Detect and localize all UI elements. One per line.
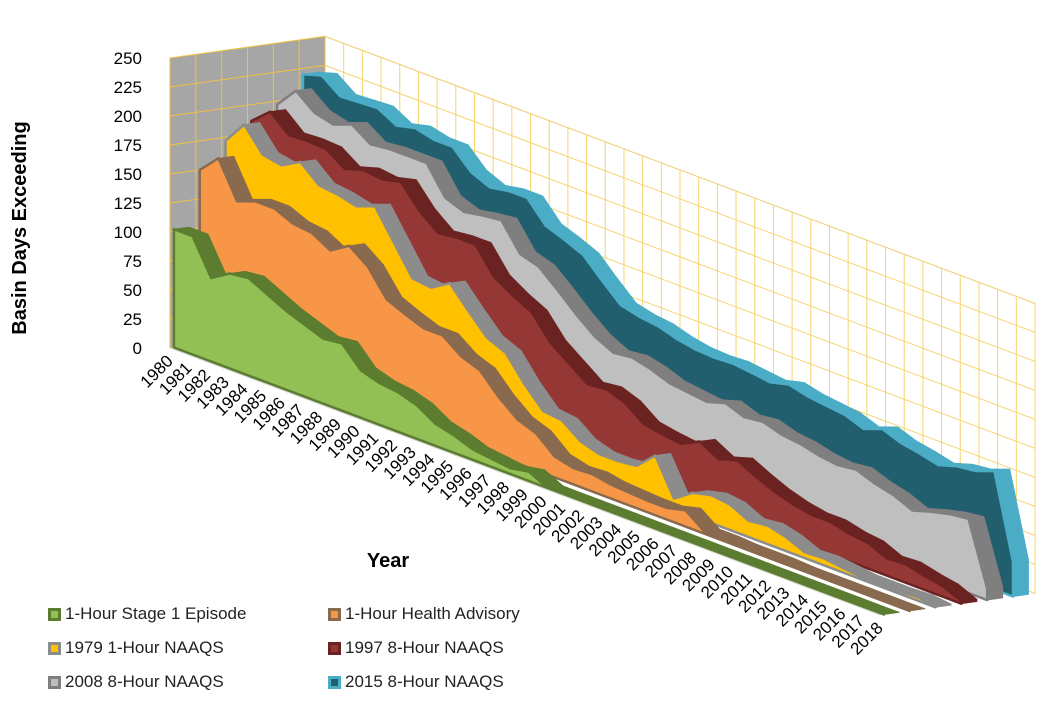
y-tick-label: 200 — [114, 107, 142, 126]
series-1-hour-stage-1-episode — [172, 226, 900, 616]
legend-item: 1-Hour Health Advisory — [328, 604, 520, 624]
y-tick-label: 50 — [123, 281, 142, 300]
series-front-face — [172, 227, 886, 616]
y-tick-label: 100 — [114, 223, 142, 242]
legend-swatch — [48, 641, 61, 655]
y-tick-label: 225 — [114, 78, 142, 97]
x-axis-title: Year — [367, 550, 409, 572]
legend-item: 1979 1-Hour NAAQS — [48, 638, 224, 658]
series-end-cap — [961, 598, 978, 605]
legend-label: 2015 8-Hour NAAQS — [345, 672, 504, 691]
y-tick-label: 0 — [133, 339, 142, 358]
series-front-face — [250, 110, 963, 605]
floor-edge — [169, 347, 881, 616]
series-2008-8-hour-naaqs — [275, 88, 1004, 602]
legend-swatch — [328, 641, 341, 655]
series-1997-8-hour-naaqs — [250, 109, 978, 605]
legend-label: 1997 8-Hour NAAQS — [345, 638, 504, 657]
x-axis-ticks: 1980198119821983198419851986198719881989… — [137, 351, 887, 658]
y-tick-label: 175 — [114, 136, 142, 155]
legend-swatch — [48, 607, 61, 621]
y-tick-label: 25 — [123, 310, 142, 329]
legend-label: 2008 8-Hour NAAQS — [65, 672, 224, 691]
y-axis-title: Basin Days Exceeding — [9, 121, 31, 334]
y-axis-ticks: 0 25 50 75 100 125 150 175 200 225 250 — [114, 49, 142, 358]
legend-item: 2008 8-Hour NAAQS — [48, 672, 224, 692]
legend-swatch — [48, 675, 61, 689]
legend-item: 1997 8-Hour NAAQS — [328, 638, 504, 658]
y-tick-label: 150 — [114, 165, 142, 184]
legend-item: 2015 8-Hour NAAQS — [328, 672, 504, 692]
legend-label: 1-Hour Stage 1 Episode — [65, 604, 247, 623]
legend-swatch — [328, 675, 341, 689]
y-tick-label: 250 — [114, 49, 142, 68]
y-tick-label: 75 — [123, 252, 142, 271]
series-end-cap — [986, 585, 1004, 601]
series-end-cap — [909, 608, 926, 612]
y-tick-label: 125 — [114, 194, 142, 213]
legend-label: 1-Hour Health Advisory — [345, 604, 520, 623]
series-front-face — [275, 89, 989, 602]
legend-swatch — [328, 607, 341, 621]
series-end-cap — [1012, 559, 1029, 597]
series-end-cap — [935, 603, 952, 608]
series-end-cap — [883, 611, 900, 615]
legend-item: 1-Hour Stage 1 Episode — [48, 604, 246, 624]
chart-series-layer — [172, 71, 1029, 616]
legend-label: 1979 1-Hour NAAQS — [65, 638, 224, 657]
